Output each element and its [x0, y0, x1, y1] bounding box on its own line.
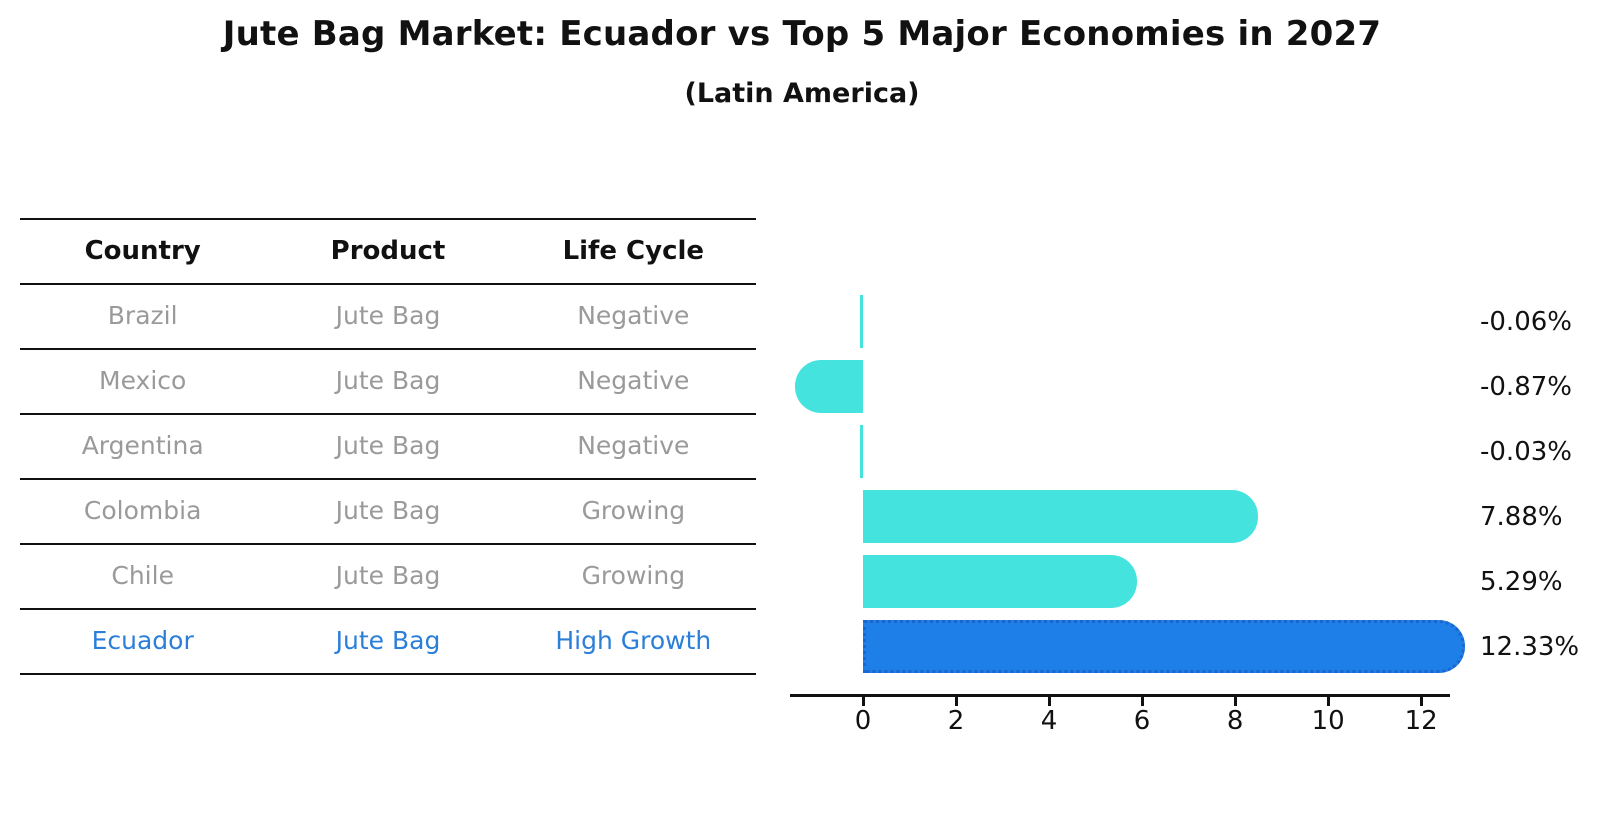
- table-cell-product: Jute Bag: [335, 561, 441, 590]
- value-label-colombia: 7.88%: [1480, 501, 1563, 532]
- x-axis-tick-label-6: 6: [1133, 706, 1151, 736]
- x-axis-tick-label-12: 12: [1404, 706, 1438, 736]
- bar-row-mexico: [790, 354, 1450, 419]
- country-table: Country Product Life Cycle Brazil Jute Bag Ne…: [20, 218, 756, 675]
- table-row-separator: [20, 608, 756, 610]
- value-label-chile: 5.29%: [1480, 566, 1563, 597]
- table-cell-life-cycle: Growing: [581, 561, 686, 590]
- value-label-ecuador: 12.33%: [1480, 631, 1580, 662]
- bar-colombia: [863, 490, 1258, 543]
- table-row-colombia: Colombia Jute Bag Growing: [20, 478, 756, 543]
- x-axis-tick-label-10: 10: [1311, 706, 1345, 736]
- x-axis-tick-label-0: 0: [854, 706, 872, 736]
- table-header-life-cycle: Life Cycle: [562, 235, 705, 266]
- x-axis-tick-label-2: 2: [947, 706, 965, 736]
- table-cell-product: Jute Bag: [335, 626, 441, 655]
- table-row-ecuador: Ecuador Jute Bag High Growth: [20, 608, 756, 673]
- table-cell-country: Chile: [111, 561, 174, 590]
- x-axis-tick-6: [1140, 697, 1144, 706]
- table-row-mexico: Mexico Jute Bag Negative: [20, 348, 756, 413]
- value-label-argentina: -0.03%: [1480, 436, 1572, 467]
- chart-subtitle: (Latin America): [684, 78, 920, 109]
- table-cell-product: Jute Bag: [335, 301, 441, 330]
- table-header-separator: [20, 283, 756, 285]
- table-cell-product: Jute Bag: [335, 366, 441, 395]
- table-row-brazil: Brazil Jute Bag Negative: [20, 283, 756, 348]
- x-axis-line: [790, 694, 1450, 697]
- table-row-argentina: Argentina Jute Bag Negative: [20, 413, 756, 478]
- bar-chile: [863, 555, 1138, 608]
- table-cell-life-cycle: Growing: [581, 496, 686, 525]
- table-row-separator: [20, 478, 756, 480]
- table-cell-country: Colombia: [83, 496, 202, 525]
- table-cell-life-cycle: Negative: [577, 366, 690, 395]
- table-top-border: [20, 218, 756, 220]
- table-cell-country: Argentina: [81, 431, 204, 460]
- x-axis-tick-0: [861, 697, 865, 706]
- x-axis-tick-label-8: 8: [1226, 706, 1244, 736]
- x-axis-tick-10: [1326, 697, 1330, 706]
- table-row-separator: [20, 673, 756, 675]
- bar-row-ecuador: [790, 614, 1465, 679]
- table-cell-product: Jute Bag: [335, 496, 441, 525]
- chart-title: Jute Bag Market: Ecuador vs Top 5 Major …: [222, 14, 1382, 54]
- bar-ecuador: [863, 620, 1465, 673]
- table-row-separator: [20, 348, 756, 350]
- bar-brazil: [859, 295, 864, 348]
- table-cell-life-cycle: High Growth: [555, 626, 712, 655]
- x-axis-tick-12: [1419, 697, 1423, 706]
- bar-row-argentina: [790, 419, 1450, 484]
- x-axis-tick-label-4: 4: [1040, 706, 1058, 736]
- bar-mexico: [794, 360, 863, 413]
- table-cell-life-cycle: Negative: [577, 301, 690, 330]
- table-row-separator: [20, 543, 756, 545]
- bar-row-brazil: [790, 289, 1450, 354]
- x-axis-tick-8: [1233, 697, 1237, 706]
- bar-row-colombia: [790, 484, 1450, 549]
- bar-row-chile: [790, 549, 1450, 614]
- bar-plot: [790, 289, 1465, 679]
- table-row-chile: Chile Jute Bag Growing: [20, 543, 756, 608]
- table-cell-product: Jute Bag: [335, 431, 441, 460]
- table-header-product: Product: [330, 235, 446, 266]
- table-cell-country: Ecuador: [91, 626, 194, 655]
- table-cell-country: Brazil: [107, 301, 178, 330]
- table-cell-life-cycle: Negative: [577, 431, 690, 460]
- bar-argentina: [859, 425, 864, 478]
- value-label-mexico: -0.87%: [1480, 371, 1572, 402]
- table-header-country: Country: [84, 235, 201, 266]
- x-axis-tick-4: [1047, 697, 1051, 706]
- table-row-separator: [20, 413, 756, 415]
- table-cell-country: Mexico: [99, 366, 187, 395]
- value-label-brazil: -0.06%: [1480, 306, 1572, 337]
- table-header-row: Country Product Life Cycle: [20, 218, 756, 283]
- x-axis-tick-2: [954, 697, 958, 706]
